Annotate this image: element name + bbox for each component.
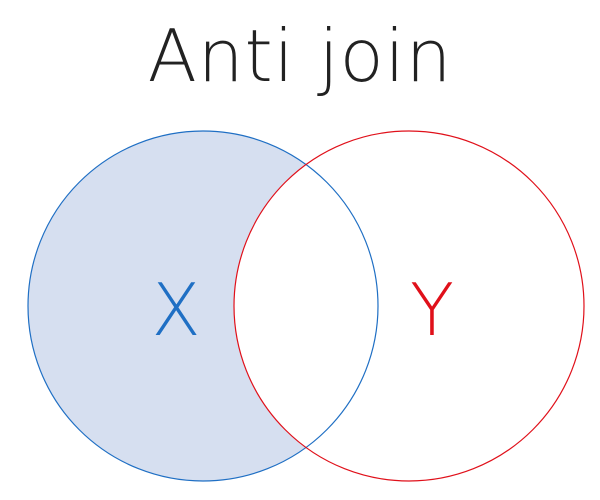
set-y-label: Y	[410, 268, 454, 352]
diagram-title: Anti join	[147, 14, 453, 98]
set-x-circle	[27, 130, 379, 482]
set-y-circle	[233, 130, 585, 482]
set-x-label: X	[151, 268, 200, 352]
